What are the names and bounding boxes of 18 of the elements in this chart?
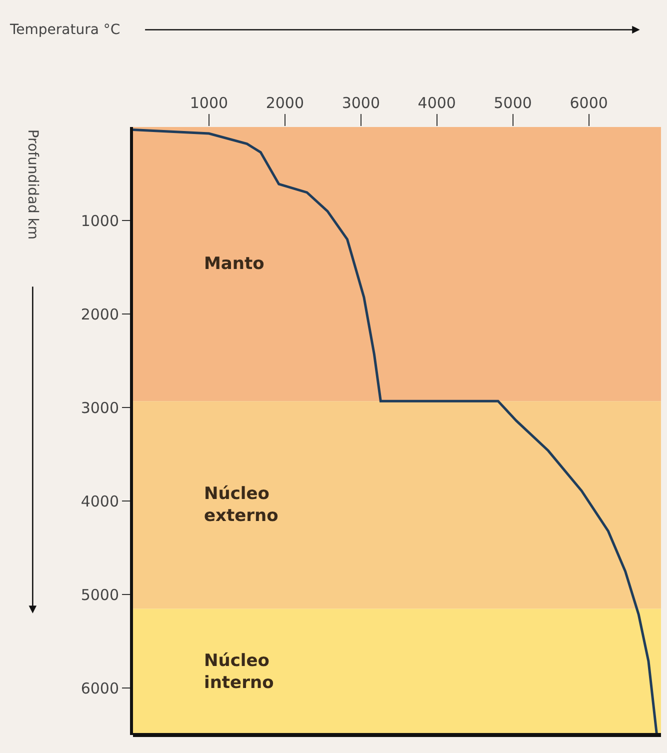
- y-tick-label: 6000: [80, 679, 119, 698]
- y-tick-label: 5000: [80, 586, 119, 604]
- y-tick-label: 1000: [80, 212, 119, 230]
- y-tick-label: 3000: [80, 398, 119, 417]
- band-label: Núcleo interno: [204, 651, 274, 694]
- x-tick-label: 1000: [190, 94, 228, 112]
- line-series: [133, 128, 658, 735]
- x-tick-label: 5000: [494, 94, 532, 112]
- x-tick-label: 6000: [570, 94, 608, 112]
- x-tick-label: 4000: [418, 94, 456, 112]
- x-tick-label: 2000: [266, 94, 304, 112]
- x-axis-title: Temperatura °C: [9, 22, 120, 38]
- y-tick-label: 4000: [80, 492, 119, 510]
- band-label: Manto: [204, 254, 264, 274]
- x-tick-label: 3000: [342, 94, 380, 112]
- band-label: Núcleo externo: [204, 484, 278, 526]
- y-tick-label: 2000: [80, 305, 119, 324]
- y-axis-title: Profundidad km: [24, 129, 41, 240]
